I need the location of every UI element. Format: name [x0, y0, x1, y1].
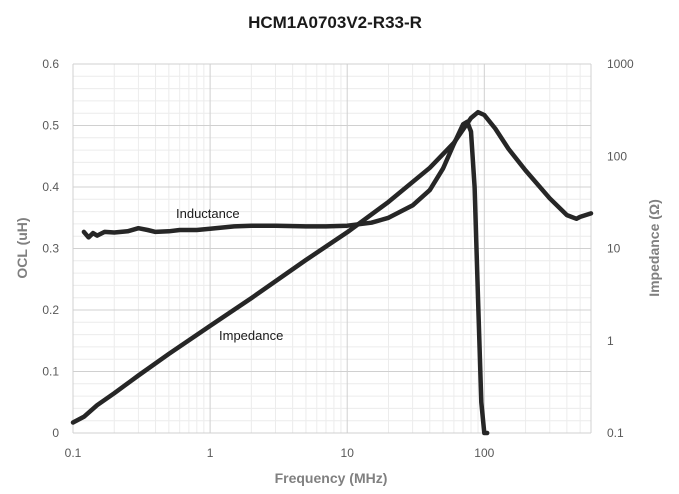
chart-title: HCM1A0703V2-R33-R [248, 13, 422, 32]
y-tick-label: 0.4 [42, 180, 59, 194]
y-axis: 0 0.1 0.2 0.3 0.4 0.5 0.6 [42, 57, 59, 440]
x-tick-label: 10 [341, 446, 355, 460]
inductance-line [81, 119, 490, 436]
annotation-inductance: Inductance [176, 206, 240, 221]
y2-tick-label: 1 [607, 334, 614, 348]
y-tick-label: 0.1 [42, 365, 59, 379]
x-axis-title: Frequency (MHz) [275, 470, 388, 486]
impedance-line [70, 109, 594, 425]
y2-tick-label: 0.1 [607, 426, 624, 440]
y-tick-label: 0 [52, 426, 59, 440]
y2-axis: 0.1 1 10 100 1000 [607, 57, 634, 440]
y-tick-label: 0.2 [42, 303, 59, 317]
y-tick-label: 0.6 [42, 57, 59, 71]
y2-tick-label: 1000 [607, 57, 634, 71]
y-tick-label: 0.3 [42, 242, 59, 256]
x-tick-label: 1 [207, 446, 214, 460]
x-axis: 0.1 1 10 100 [65, 446, 495, 460]
x-tick-label: 0.1 [65, 446, 82, 460]
y2-axis-title: Impedance (Ω) [646, 199, 662, 297]
annotation-impedance: Impedance [219, 328, 283, 343]
series-layer [70, 109, 594, 436]
x-tick-label: 100 [474, 446, 494, 460]
grid [72, 63, 592, 434]
y-axis-title: OCL (uH) [14, 217, 30, 278]
y2-tick-label: 10 [607, 242, 621, 256]
y-tick-label: 0.5 [42, 119, 59, 133]
y2-tick-label: 100 [607, 149, 627, 163]
